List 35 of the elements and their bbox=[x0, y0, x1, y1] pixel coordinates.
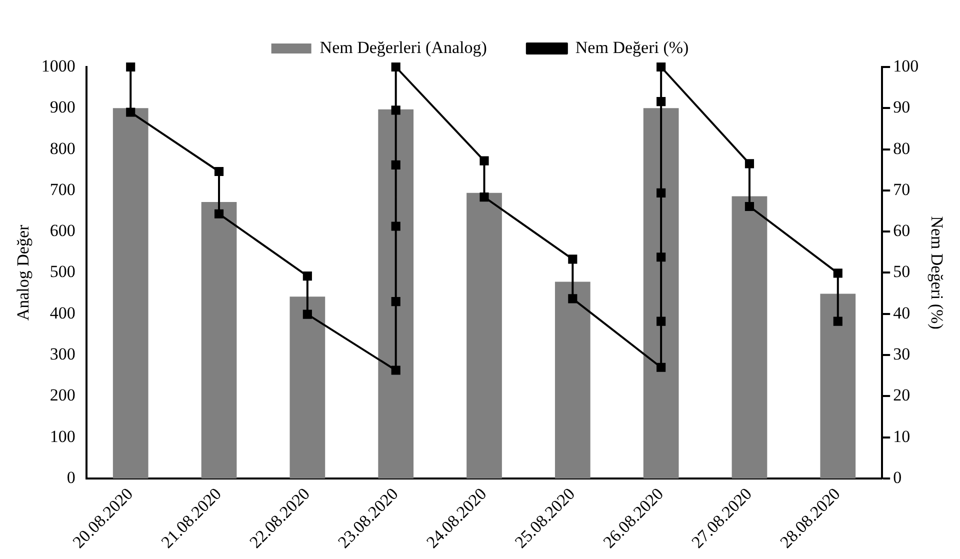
y-tick-label: 500 bbox=[50, 262, 76, 282]
y-tick-label: 100 bbox=[50, 426, 76, 446]
legend-label: Nem Değerleri (Analog) bbox=[320, 38, 487, 57]
legend-label: Nem Değeri (%) bbox=[575, 38, 689, 57]
bar bbox=[378, 109, 414, 478]
y-axis-title: Analog Değer bbox=[14, 224, 33, 321]
y-tick-label: 900 bbox=[50, 98, 76, 117]
y2-tick-label: 10 bbox=[893, 426, 910, 446]
y2-tick-label: 80 bbox=[893, 138, 910, 158]
y-tick-label: 800 bbox=[50, 138, 76, 158]
y2-tick-label: 70 bbox=[893, 180, 910, 199]
y2-tick-label: 0 bbox=[893, 468, 902, 487]
y-tick-label: 0 bbox=[66, 468, 76, 487]
y2-axis-title: Nem Değeri (%) bbox=[927, 216, 946, 330]
y2-tick-label: 60 bbox=[893, 221, 910, 240]
y-tick-label: 1000 bbox=[41, 56, 76, 76]
bar bbox=[643, 108, 679, 478]
bar bbox=[201, 202, 237, 478]
bar bbox=[820, 294, 856, 478]
y2-tick-label: 40 bbox=[893, 303, 910, 322]
y2-tick-label: 90 bbox=[893, 98, 910, 117]
y-tick-label: 300 bbox=[50, 344, 76, 364]
y-tick-label: 600 bbox=[50, 221, 76, 240]
y-tick-label: 700 bbox=[50, 180, 76, 199]
y2-tick-label: 30 bbox=[893, 344, 910, 364]
y2-tick-label: 50 bbox=[893, 262, 910, 282]
y-tick-label: 200 bbox=[50, 386, 76, 405]
bar bbox=[112, 108, 148, 478]
bar bbox=[554, 282, 590, 478]
y2-tick-label: 20 bbox=[893, 386, 910, 405]
y2-tick-label: 100 bbox=[893, 56, 919, 76]
bar bbox=[732, 196, 768, 478]
bar bbox=[290, 296, 326, 478]
y-tick-label: 400 bbox=[50, 303, 76, 322]
bar bbox=[466, 192, 502, 478]
